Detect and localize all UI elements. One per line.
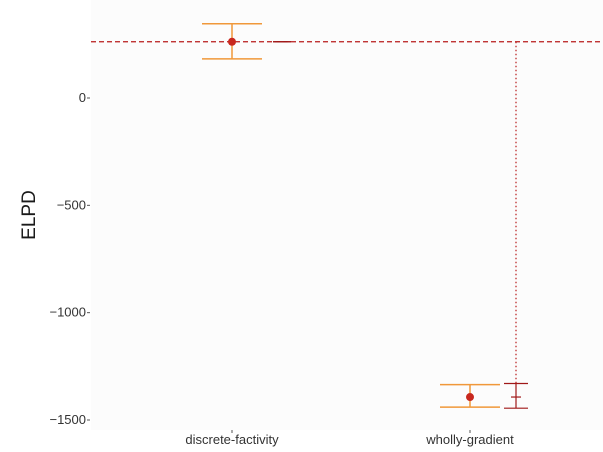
plot-panel [91, 0, 603, 430]
y-tick-label: 0 [79, 90, 86, 105]
point-wholly-gradient [466, 393, 474, 402]
point-discrete-factivity [228, 37, 236, 46]
x-axis: discrete-factivity wholly-gradient [185, 430, 514, 447]
y-axis: 0 −500 −1000 −1500 [49, 90, 90, 427]
y-tick-label: −500 [57, 197, 86, 212]
chart-marks [91, 22, 603, 409]
y-tick-label: −1500 [49, 412, 86, 427]
y-tick-label: −1000 [49, 305, 86, 320]
x-tick-label: wholly-gradient [425, 432, 514, 447]
x-tick-label: discrete-factivity [185, 432, 279, 447]
y-axis-title: ELPD [19, 190, 40, 240]
